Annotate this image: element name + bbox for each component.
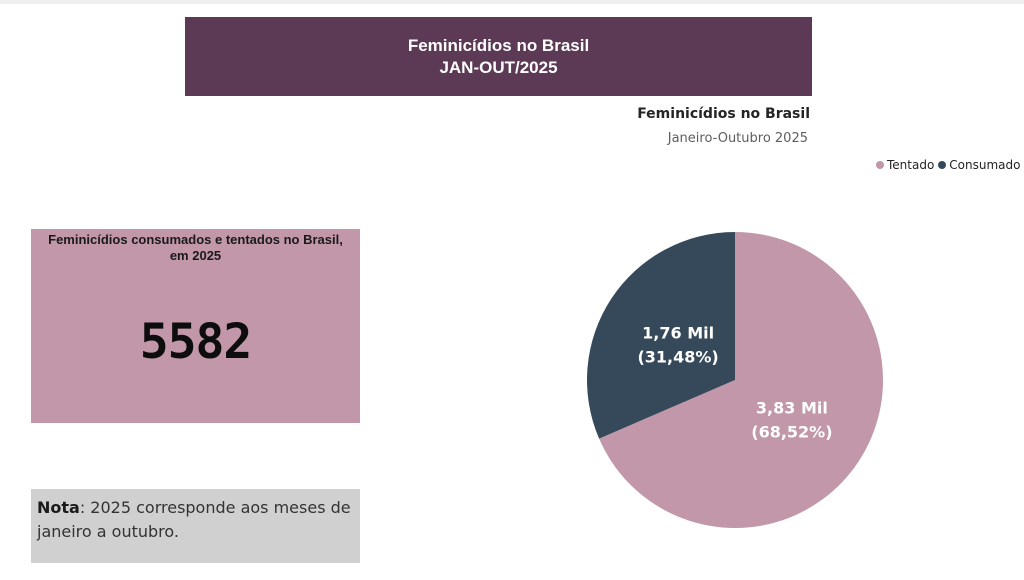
- banner-title: Feminicídios no Brasil: [407, 35, 590, 55]
- page-banner: Feminicídios no Brasil JAN-OUT/2025: [185, 17, 812, 96]
- data-label-value-tentado: 3,83 Mil: [756, 398, 828, 417]
- banner-period: JAN-OUT/2025: [439, 57, 558, 77]
- legend-marker-tentado: [876, 161, 884, 169]
- data-label-percent-consumado: (31,48%): [637, 348, 718, 367]
- kpi-card: Feminicídios consumados e tentados no Br…: [31, 229, 360, 423]
- pie-slice-tentado[interactable]: [599, 232, 883, 528]
- note-label: Nota: [37, 498, 80, 517]
- top-bar: [0, 0, 1024, 4]
- legend-item-consumado[interactable]: Consumado: [938, 158, 1020, 172]
- chart-subtitle: Janeiro-Outubro 2025: [667, 131, 808, 146]
- data-label-percent-tentado: (68,52%): [751, 422, 832, 441]
- chart-title: Feminicídios no Brasil: [637, 106, 810, 122]
- legend-label-consumado: Consumado: [949, 158, 1021, 172]
- data-label-value-consumado: 1,76 Mil: [642, 324, 714, 343]
- kpi-value: 5582: [139, 314, 253, 370]
- pie-chart: 3,83 Mil (68,52%) 1,76 Mil (31,48%): [587, 232, 883, 528]
- legend-label-tentado: Tentado: [887, 158, 935, 172]
- note-text: : 2025 corresponde aos meses de janeiro …: [37, 498, 351, 541]
- legend-marker-consumado: [938, 161, 947, 169]
- legend-item-tentado[interactable]: Tentado: [876, 158, 934, 172]
- chart-legend: Tentado Consumado: [876, 158, 1024, 172]
- note-box: Nota: 2025 corresponde aos meses de jane…: [31, 489, 360, 563]
- pie-slice-consumado[interactable]: [587, 232, 735, 439]
- kpi-title: Feminicídios consumados e tentados no Br…: [48, 232, 343, 263]
